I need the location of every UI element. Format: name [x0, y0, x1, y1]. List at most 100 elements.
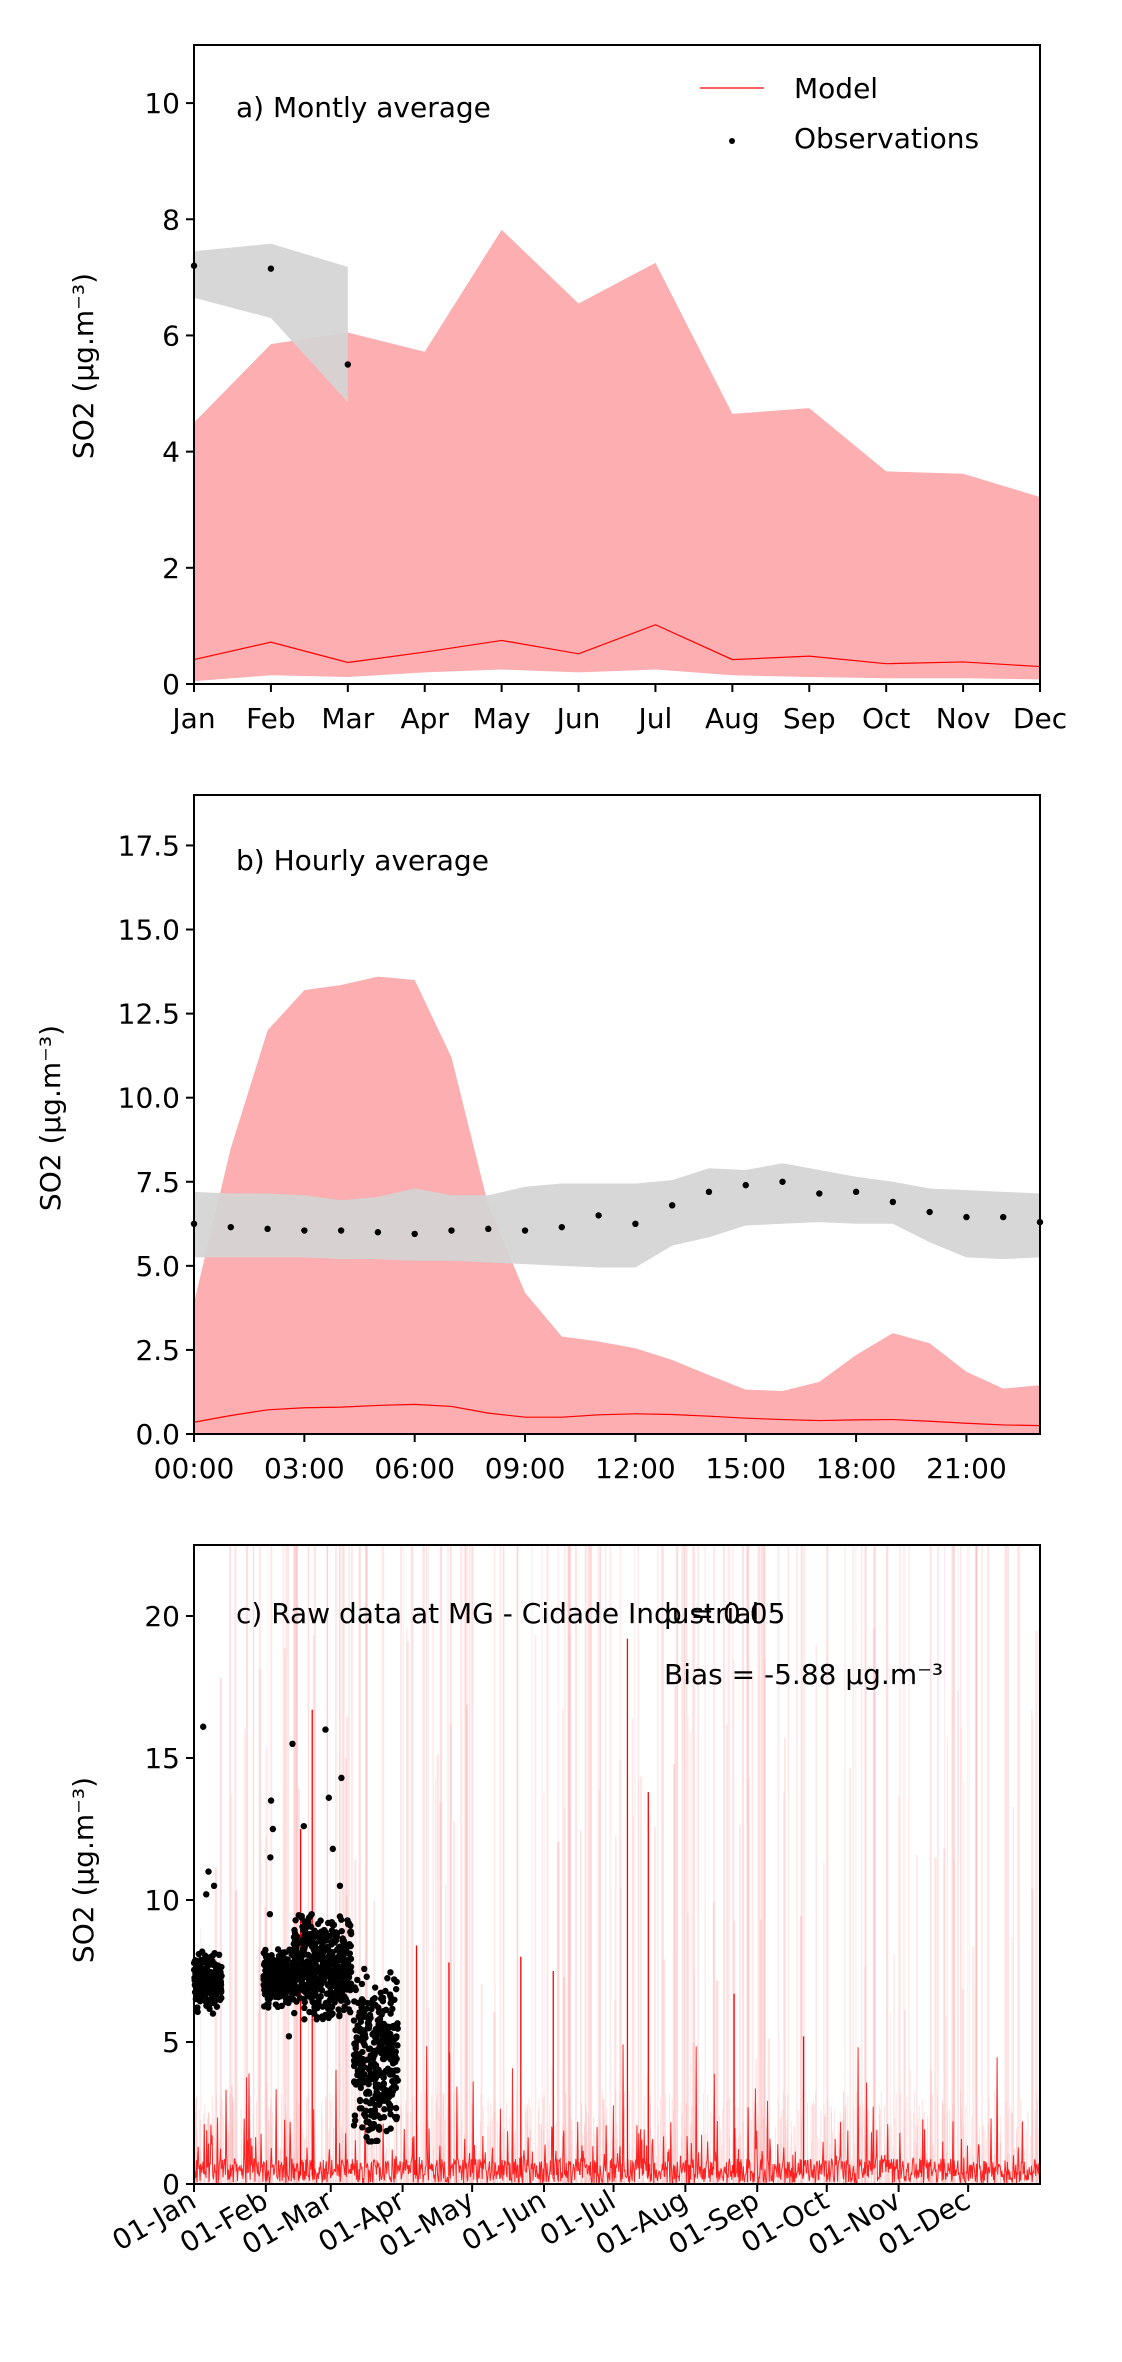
observation-point — [337, 1227, 345, 1234]
observation-point — [354, 2071, 361, 2079]
observation-point — [305, 1914, 313, 1922]
observation-point — [368, 2005, 375, 2013]
observation-point — [351, 1998, 358, 2005]
observation-point — [379, 1997, 387, 2005]
observation-point — [301, 2004, 308, 2012]
observation-point — [374, 1229, 382, 1236]
observation-point — [392, 2067, 399, 2074]
observation-point — [485, 1225, 492, 1233]
observation-point — [291, 1983, 299, 1991]
y-tick-label: 2 — [162, 552, 180, 585]
observation-point — [391, 2058, 399, 2066]
observation-point — [338, 1774, 345, 1782]
observation-point — [341, 2003, 348, 2010]
observation-point — [291, 1941, 299, 1948]
observation-point — [319, 1968, 327, 1975]
observation-point — [311, 1953, 319, 1960]
observation-point — [336, 2012, 343, 2020]
observation-point — [354, 1976, 361, 1984]
observation-point — [278, 1987, 285, 1994]
observation-point — [227, 1223, 234, 1231]
observation-point — [632, 1220, 639, 1228]
legend-model-label: Model — [794, 72, 878, 105]
panel-b-label: b) Hourly average — [236, 844, 489, 877]
observation-point — [291, 2009, 298, 2017]
observation-point — [314, 1920, 322, 1928]
panel-a-label: a) Montly average — [236, 91, 491, 124]
y-tick-label: 15.0 — [118, 914, 180, 947]
observation-point — [203, 1891, 210, 1898]
observation-point — [375, 2004, 382, 2011]
observation-point — [291, 1947, 298, 1954]
observation-point — [295, 1912, 302, 1919]
observation-point — [356, 2097, 364, 2105]
observation-point — [816, 1190, 823, 1197]
observation-point — [393, 2113, 401, 2121]
observation-point — [351, 2117, 359, 2124]
observation-point — [285, 2033, 293, 2040]
observation-point — [291, 1978, 299, 1985]
observation-point — [386, 2054, 393, 2061]
panel-a-ylabel: SO2 (μg.m⁻³) — [67, 273, 100, 459]
observation-point — [779, 1178, 786, 1185]
model-line — [193, 1403, 1041, 1427]
observation-point — [266, 1911, 274, 1918]
observation-point — [209, 2010, 217, 2017]
observation-point — [386, 2106, 393, 2113]
observation-point — [267, 1797, 275, 1804]
observation-point — [301, 2016, 308, 2023]
y-tick-label: 0 — [162, 2168, 180, 2201]
observation-point — [301, 1988, 309, 1995]
observation-point — [206, 1983, 213, 1990]
observation-point — [365, 2080, 372, 2088]
observation-point — [339, 1935, 346, 1942]
y-tick-label: 6 — [162, 319, 180, 352]
observation-point — [926, 1208, 933, 1216]
panel-b-ylabel: SO2 (μg.m⁻³) — [34, 1025, 67, 1211]
y-tick-label: 7.5 — [135, 1166, 180, 1199]
observation-point — [343, 1944, 351, 1951]
observation-point — [360, 2039, 367, 2047]
observation-point — [278, 2002, 285, 2010]
observation-point — [315, 1999, 322, 2007]
observation-point — [347, 1922, 354, 1929]
observation-point — [322, 1937, 330, 1944]
observation-point — [284, 1982, 291, 1989]
observation-point — [364, 2056, 371, 2063]
x-tick-label: Jun — [555, 702, 601, 735]
observation-point — [324, 1960, 331, 1967]
model-line — [193, 624, 1041, 668]
y-tick-label: 2.5 — [135, 1334, 180, 1367]
observation-point — [291, 1953, 299, 1960]
y-tick-label: 5.0 — [135, 1250, 180, 1283]
legend-obs-label: Observations — [794, 122, 979, 155]
observation-point — [595, 1212, 602, 1219]
observation-point — [260, 2003, 268, 2010]
observation-point — [347, 1928, 354, 1936]
observation-point — [301, 1918, 308, 1925]
x-tick-label: Oct — [862, 702, 910, 735]
observation-point — [193, 1983, 201, 1991]
observation-point — [371, 1984, 379, 1991]
observation-point — [382, 2037, 390, 2044]
observation-point — [307, 1991, 314, 1998]
observation-point — [299, 1959, 307, 1966]
observation-point — [269, 1825, 277, 1833]
observation-point — [338, 1916, 345, 1923]
observation-point — [358, 1996, 366, 2003]
observation-point — [292, 1935, 300, 1943]
observation-point — [380, 2090, 388, 2098]
observation-point — [282, 1991, 289, 1999]
x-tick-label: Jan — [170, 702, 215, 735]
observation-point — [204, 1967, 211, 1974]
observation-point — [391, 2035, 398, 2043]
observation-point — [350, 2122, 358, 2129]
observation-point — [328, 1941, 335, 1948]
observation-point — [201, 1952, 209, 1959]
observation-point — [361, 1965, 368, 1973]
observation-point — [296, 1994, 304, 2002]
x-tick-label: May — [473, 702, 531, 735]
observation-point — [340, 1950, 347, 1958]
observation-point — [352, 2051, 359, 2058]
observation-point — [205, 1868, 212, 1875]
